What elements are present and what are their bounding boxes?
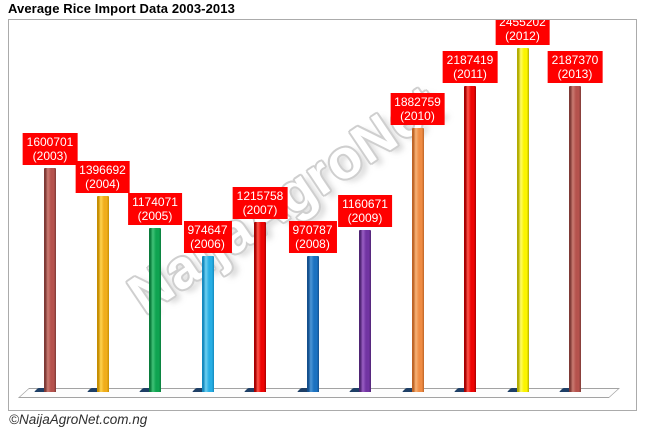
data-label-value: 2187370 (551, 53, 599, 67)
bar-2005 (149, 228, 161, 392)
data-label-2012: 2455202 (2012) (495, 19, 550, 45)
data-label-value: 970787 (292, 223, 333, 237)
bar-2009 (359, 230, 371, 392)
bar-2007 (254, 222, 266, 392)
data-label-year: (2013) (557, 67, 593, 81)
copyright-text: ©NaijaAgroNet.com.ng (9, 412, 148, 427)
data-label-year: (2008) (295, 237, 330, 251)
data-label-year: (2005) (137, 209, 173, 223)
data-label-value: 1396692 (79, 163, 126, 177)
data-label-year: (2011) (453, 67, 487, 81)
data-label-2007: 1215758 (2007) (232, 187, 288, 219)
bar-2008 (306, 256, 319, 392)
data-label-year: (2003) (32, 149, 68, 163)
bar-2013 (569, 86, 581, 392)
data-label-2011: 2187419 (2011) (442, 51, 498, 83)
data-label-value: 974647 (187, 223, 228, 237)
data-label-2003: 1600701 (2003) (22, 133, 78, 165)
chart-title: Average Rice Import Data 2003-2013 (8, 1, 235, 16)
data-label-value: 2187419 (446, 53, 494, 67)
plot-area: NaijaAgroNet 1600701 (2003) 1396692 (2004) 1… (8, 19, 637, 411)
data-label-value: 1174071 (132, 195, 178, 209)
bar-2006 (201, 256, 214, 392)
bar-2011 (464, 86, 476, 392)
data-label-value: 1600701 (26, 135, 74, 149)
data-label-2004: 1396692 (2004) (75, 161, 130, 193)
data-label-2013: 2187370 (2013) (547, 51, 603, 83)
bar-2010 (411, 128, 424, 392)
data-label-value: 1882759 (394, 95, 441, 109)
data-label-2006: 974647 (2006) (183, 221, 232, 253)
data-label-year: (2012) (505, 29, 540, 43)
data-label-year: (2009) (347, 211, 383, 225)
data-label-year: (2006) (190, 237, 225, 251)
bar-2004 (96, 196, 109, 392)
bar-2003 (44, 168, 56, 392)
data-label-year: (2010) (400, 109, 435, 123)
data-label-year: (2004) (85, 177, 120, 191)
data-label-2010: 1882759 (2010) (390, 93, 445, 125)
bar-2012 (516, 48, 529, 392)
data-label-2008: 970787 (2008) (288, 221, 337, 253)
data-label-value: 1215758 (236, 189, 284, 203)
data-label-value: 1160671 (342, 197, 388, 211)
data-label-value: 2455202 (499, 19, 546, 29)
data-label-2005: 1174071 (2005) (128, 193, 182, 225)
data-label-2009: 1160671 (2009) (338, 195, 392, 227)
data-label-year: (2007) (242, 203, 278, 217)
